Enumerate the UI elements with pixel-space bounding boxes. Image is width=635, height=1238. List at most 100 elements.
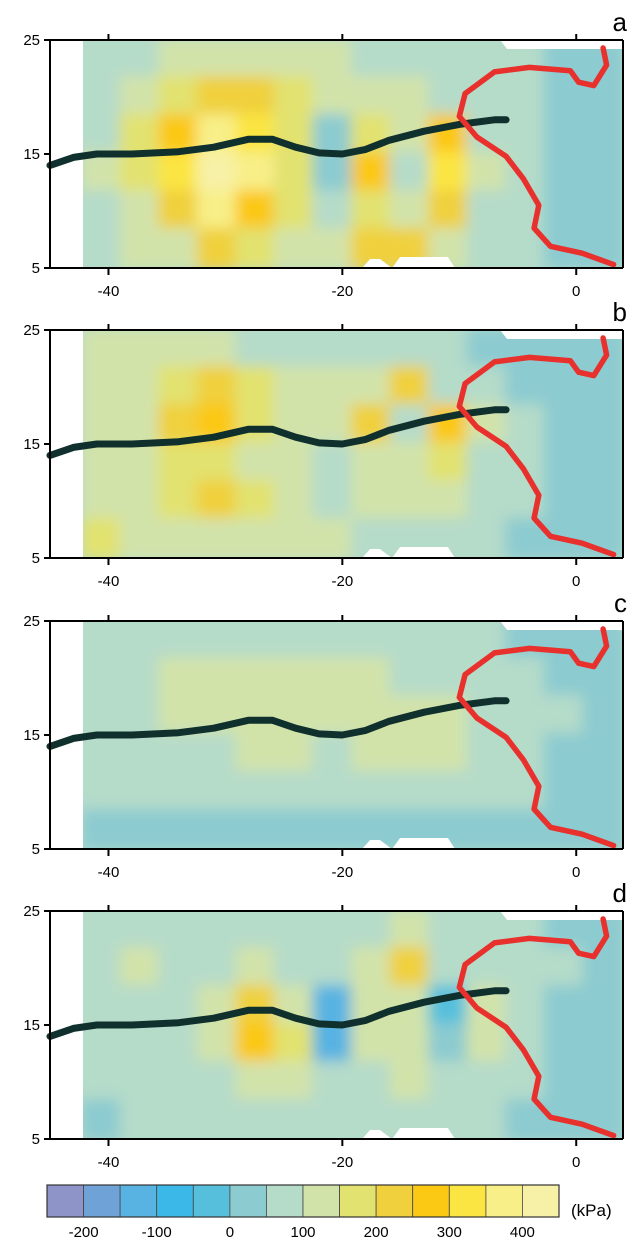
field-cell [466,657,510,699]
field-cell [312,518,355,558]
field-cell [119,657,163,699]
field-cell [543,1061,587,1103]
field-cell [389,330,433,370]
field-cell [543,911,587,951]
field-cell [389,480,433,522]
field-cell [582,1061,623,1103]
field-cell [312,657,355,699]
field-cell [235,228,278,268]
field-cell [83,228,124,268]
field-cell [543,190,587,232]
field-cell [83,114,124,156]
field-cell [428,330,471,370]
coastline [456,45,617,268]
colorbar-swatch [302,1184,340,1218]
colorbar-swatch [83,1184,121,1218]
field-cell [235,40,278,80]
field-cell [543,114,587,156]
field-cell [582,733,623,775]
field-cell [389,657,433,699]
x-tick-label: 0 [572,283,580,300]
field-cell [505,114,548,156]
field-cell [543,442,587,484]
y-tick-label: 5 [32,1131,40,1148]
colorbar-tick-label: 300 [437,1224,462,1238]
field-cell [273,40,317,80]
field-cell [83,1023,124,1065]
colorbar-swatch [265,1184,304,1218]
y-tick-label: 25 [23,32,40,49]
field-cell [235,190,278,232]
x-tick-label: 0 [572,1154,580,1171]
field-cell [466,733,510,775]
field-cell [428,733,471,775]
field-cell [505,695,548,737]
field-cell [505,911,548,951]
field-cell [466,1061,510,1103]
field-cell [389,771,433,813]
y-tick-label: 15 [23,146,40,163]
colorbar-tick-label: -200 [69,1224,99,1238]
field-cell [273,771,317,813]
field-cell [466,152,510,194]
field-cell [119,1023,163,1065]
track-line [46,406,510,459]
field-cell [273,1023,317,1065]
field-cell [119,76,163,118]
field-cell [196,190,240,232]
field-cell [83,1099,124,1139]
field-cell [83,40,124,80]
field-cell [312,330,355,370]
field-cell [119,442,163,484]
field-cell [158,1023,201,1065]
field-cell [83,911,124,951]
field-cell [273,621,317,661]
field-cell [196,40,240,80]
field-cell [196,809,240,849]
field-cell [466,190,510,232]
field-cell [389,809,433,849]
field-cell [312,40,355,80]
field-cell [428,809,471,849]
field-cell [582,695,623,737]
field-cell [312,228,355,268]
field-cell [119,771,163,813]
field-cell [466,947,510,989]
field-cell [312,695,355,737]
field-cell [119,518,163,558]
field-cell [312,1023,355,1065]
field-cell [235,657,278,699]
field-cell [505,1061,548,1103]
panel-letter: b [613,297,627,327]
field-cell [196,480,240,522]
field-cell [235,518,278,558]
y-tick-label: 5 [32,841,40,858]
field-cell [351,190,394,232]
x-tick-label: -20 [332,864,354,881]
y-tick-label: 25 [23,613,40,630]
field-cell [351,366,394,408]
field-cell [466,1099,510,1139]
field-cell [505,76,548,118]
field-cell [389,911,433,951]
field-cell [543,733,587,775]
field-cell [428,480,471,522]
field-cell [312,442,355,484]
field-cell [235,947,278,989]
field-cell [119,1099,163,1139]
colorbar-swatch [485,1184,523,1218]
field-cell [158,152,201,194]
field-cell [235,695,278,737]
field-cell [505,190,548,232]
field-cell [312,366,355,408]
field-cell [582,771,623,813]
colorbar-tick-label: 100 [290,1224,315,1238]
x-tick-label: -40 [98,283,120,300]
field-cell [466,518,510,558]
field-cell [312,1061,355,1103]
field-cell [428,1099,471,1139]
field-cell [235,985,278,1027]
field-cell [389,190,433,232]
panel-c: -40 -20 0 5 15 25 c [23,588,627,881]
